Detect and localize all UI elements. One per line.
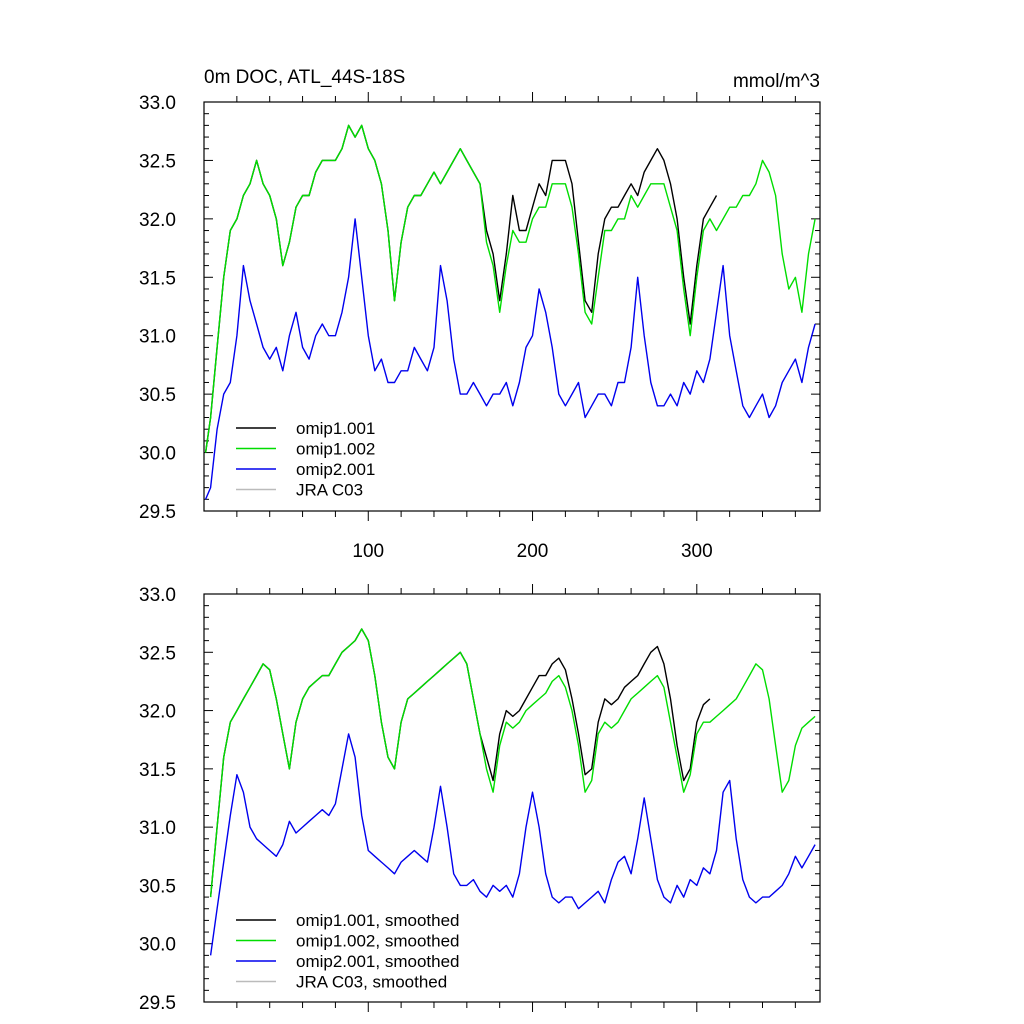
series-line-omip1-001-smoothed — [209, 628, 711, 898]
panel-2-smoothed: 29.5 30.0 30.5 31.0 31.5 32.0 32.5 33.0 omip1.0… — [139, 584, 821, 1014]
panel-2-legend: omip1.001, smoothed omip1.002, smoothedom… — [236, 911, 460, 992]
panel-1-ticks: 29.5 30.0 30.5 31.0 31.5 32.0 32.5 33.0 100 200 30… — [139, 92, 820, 562]
panel-1-title: 0m DOC, ATL_44S-18S — [204, 67, 405, 88]
panel-2-ticks: 29.5 30.0 30.5 31.0 31.5 32.0 32.5 33.0 — [139, 584, 820, 1014]
legend-label: omip1.001 — [296, 419, 375, 438]
y-tick-label: 30.0 — [139, 444, 176, 465]
y-tick-label: 29.5 — [139, 502, 176, 523]
y-tick-label: 32.5 — [139, 151, 176, 172]
legend-label: JRA C03 — [296, 481, 363, 500]
panel-1-series — [204, 124, 816, 500]
legend-label: omip1.001, smoothed — [296, 911, 460, 930]
y-tick-label: 29.5 — [139, 993, 176, 1014]
series-line-omip1-002 — [204, 124, 816, 453]
x-tick-label: 100 — [352, 541, 384, 562]
panel-1-timeseries: 29.5 30.0 30.5 31.0 31.5 32.0 32.5 33.0 100 200 30… — [139, 92, 821, 562]
y-tick-label: 31.5 — [139, 268, 176, 289]
y-tick-label: 33.0 — [139, 93, 176, 114]
legend-label: omip1.002, smoothed — [296, 932, 460, 951]
y-tick-label: 32.0 — [139, 702, 176, 723]
x-tick-label: 200 — [517, 541, 549, 562]
x-tick-label: 300 — [681, 541, 713, 562]
panel-2-series — [209, 628, 816, 956]
panel-1-frame — [203, 101, 821, 512]
panel-2-frame — [203, 593, 821, 1003]
legend-label: omip2.001 — [296, 460, 375, 479]
y-tick-label: 30.5 — [139, 385, 176, 406]
series-line-omip2-001 — [204, 218, 816, 500]
legend-label: omip2.001, smoothed — [296, 952, 460, 971]
y-tick-label: 32.5 — [139, 643, 176, 664]
legend-label: omip1.002 — [296, 440, 375, 459]
series-line-omip1-002-smoothed — [209, 628, 816, 898]
series-line-omip1-001 — [204, 124, 718, 453]
y-tick-label: 31.0 — [139, 818, 176, 839]
y-tick-label: 31.0 — [139, 327, 176, 348]
y-tick-label: 30.5 — [139, 876, 176, 897]
y-tick-label: 33.0 — [139, 585, 176, 606]
y-tick-label: 31.5 — [139, 760, 176, 781]
legend-label: JRA C03, smoothed — [296, 973, 447, 992]
y-tick-label: 30.0 — [139, 935, 176, 956]
panel-1-units: mmol/m^3 — [733, 71, 820, 92]
y-tick-label: 32.0 — [139, 210, 176, 231]
series-line-omip2-001-smoothed — [209, 733, 816, 956]
